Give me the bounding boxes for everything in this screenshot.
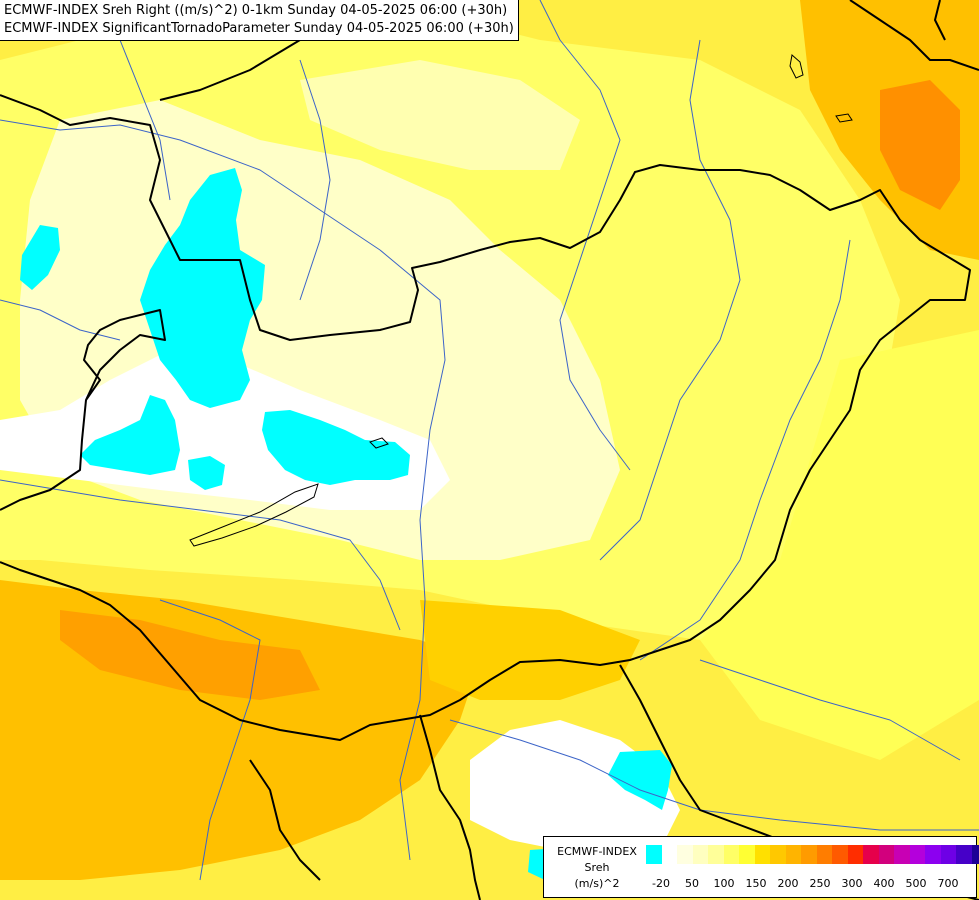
- legend-tick-label: 200: [777, 877, 799, 890]
- legend-swatch: [940, 845, 957, 864]
- legend-swatch: [878, 845, 895, 864]
- legend-swatch: [832, 845, 848, 864]
- cyan-patch-north: [140, 168, 265, 408]
- yellow-field-east: [700, 330, 979, 760]
- legend-tick-label: 500: [905, 877, 927, 890]
- rivers: [0, 0, 979, 881]
- legend-swatch: [661, 845, 678, 864]
- legend-tick-label: 300: [841, 877, 863, 890]
- cyan-patch-far-west: [20, 225, 60, 290]
- dark-orange-field-northeast: [880, 80, 960, 210]
- legend-swatch: [956, 845, 972, 864]
- amber-field-south: [420, 600, 640, 700]
- legend-swatch: [816, 845, 833, 864]
- island-outline: [789, 54, 804, 79]
- cyan-patch-small: [188, 456, 225, 490]
- lake-small: [369, 437, 389, 449]
- legend-swatch: [925, 845, 941, 864]
- legend-swatch: [863, 845, 879, 864]
- title-line-1: ECMWF-INDEX Sreh Right ((m/s)^2) 0-1km S…: [4, 3, 508, 18]
- color-legend: ECMWF-INDEX Sreh (m/s)^2 -20 50 100 150 200 2…: [543, 836, 979, 898]
- dark-orange-field-southwest: [60, 610, 320, 700]
- legend-swatch: [754, 845, 771, 864]
- cyan-patch-west: [80, 395, 180, 475]
- legend-swatch: [646, 845, 662, 864]
- legend-swatch: [770, 845, 786, 864]
- legend-tick-label: 400: [873, 877, 895, 890]
- legend-swatch: [708, 845, 724, 864]
- legend-tick-label: 150: [745, 877, 767, 890]
- legend-swatch: [909, 845, 926, 864]
- legend-variable: Sreh: [584, 861, 610, 874]
- legend-swatch: [785, 845, 802, 864]
- legend-swatch: [739, 845, 755, 864]
- island-outline-2: [835, 113, 853, 123]
- legend-swatch: [894, 845, 910, 864]
- legend-source: ECMWF-INDEX: [557, 845, 637, 858]
- cyan-patch-center: [262, 410, 410, 485]
- legend-swatch: [971, 845, 979, 864]
- legend-swatch: [723, 845, 740, 864]
- legend-swatch: [692, 845, 709, 864]
- legend-tick-label: -20: [652, 877, 670, 890]
- title-line-2: ECMWF-INDEX SignificantTornadoParameter …: [4, 21, 514, 36]
- map-title: ECMWF-INDEX Sreh Right ((m/s)^2) 0-1km S…: [0, 0, 519, 41]
- legend-swatch: [677, 845, 693, 864]
- pale-field-north: [300, 60, 580, 170]
- legend-swatch: [801, 845, 817, 864]
- legend-swatch: [847, 845, 864, 864]
- legend-tick-label: 700: [937, 877, 959, 890]
- legend-tick-label: 100: [713, 877, 735, 890]
- legend-tick-label: 50: [685, 877, 699, 890]
- legend-unit: (m/s)^2: [574, 877, 620, 890]
- lake-balaton: [189, 483, 319, 547]
- legend-tick-label: 250: [809, 877, 831, 890]
